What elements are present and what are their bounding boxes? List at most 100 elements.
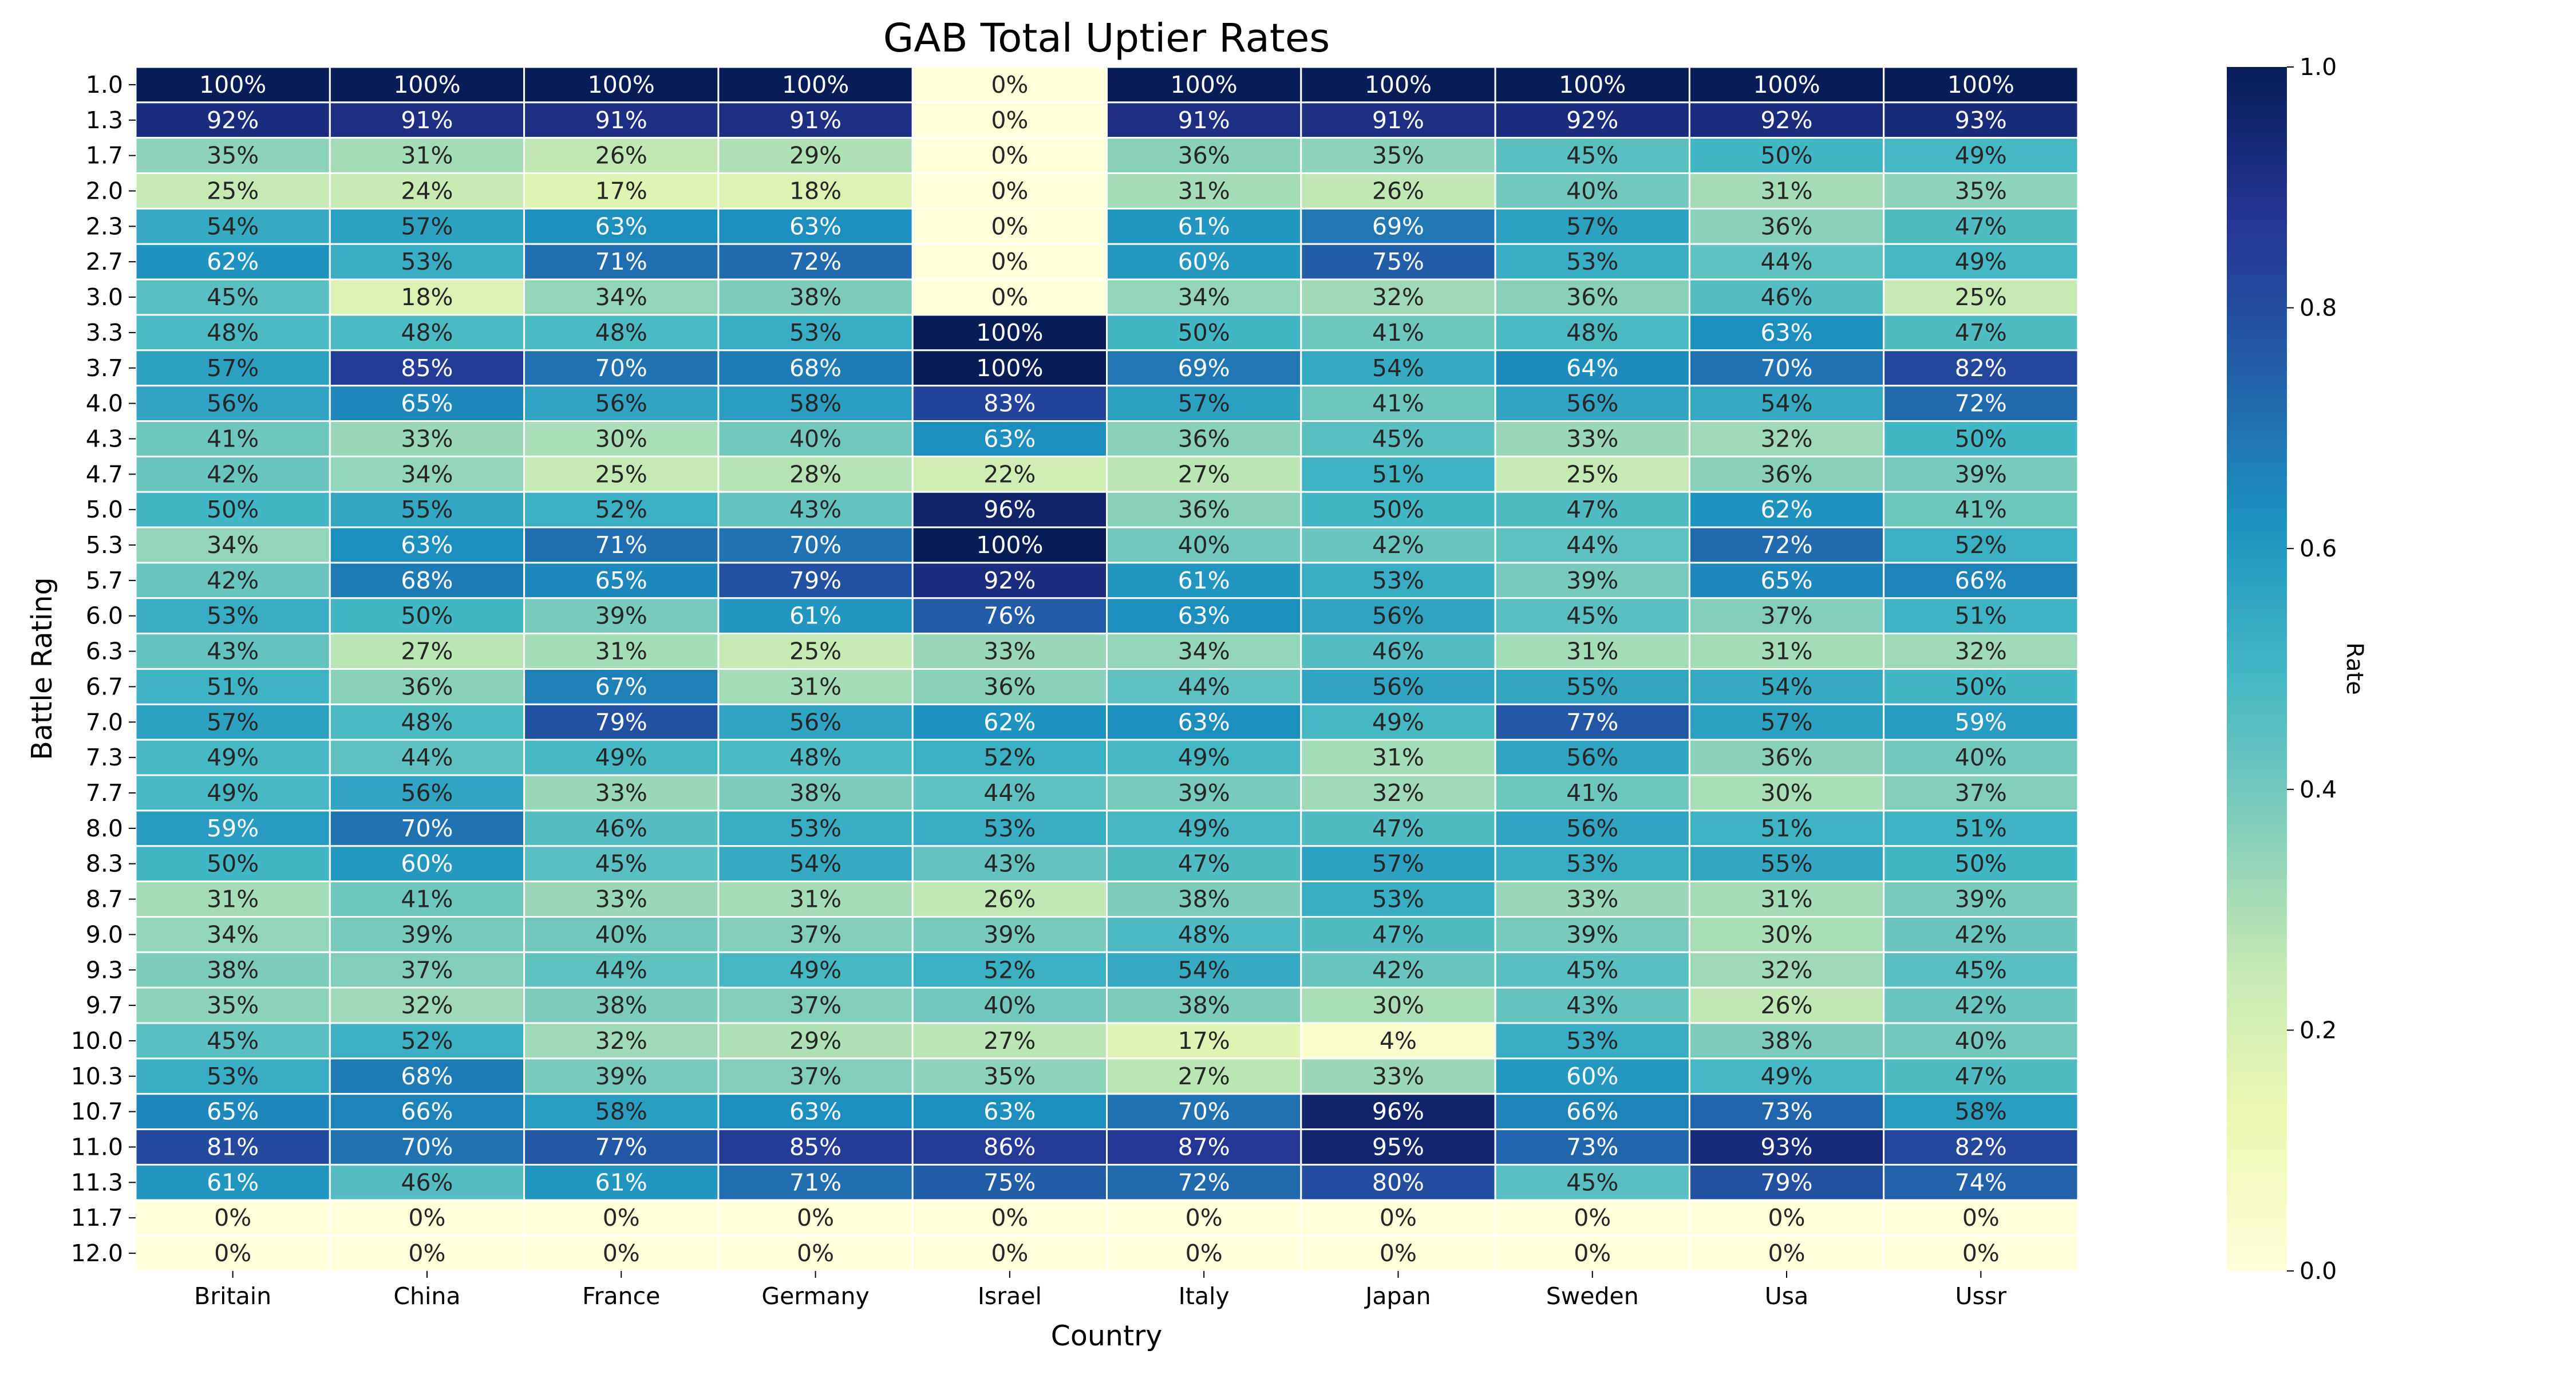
heatmap-cell bbox=[1106, 915, 1302, 953]
cell-value-label: 83% bbox=[983, 390, 1036, 417]
heatmap-cell bbox=[135, 703, 331, 741]
heatmap-cell bbox=[329, 66, 526, 104]
cell-value-label: 92% bbox=[207, 106, 259, 134]
heatmap-cell bbox=[911, 986, 1108, 1024]
y-tick-label: 8.7 bbox=[86, 886, 123, 913]
cell-value-label: 31% bbox=[1566, 638, 1618, 665]
cell-value-label: 70% bbox=[1760, 354, 1812, 382]
heatmap-cell bbox=[911, 314, 1108, 352]
cell-value-label: 54% bbox=[1372, 354, 1424, 382]
cell-value-label: 51% bbox=[1955, 602, 2007, 630]
heatmap-cell bbox=[523, 491, 720, 528]
cell-value-label: 33% bbox=[401, 425, 453, 452]
cell-value-label: 91% bbox=[1372, 106, 1424, 134]
cell-value-label: 36% bbox=[1178, 142, 1230, 169]
heatmap-cell bbox=[135, 526, 331, 564]
heatmap-cell bbox=[1494, 1199, 1690, 1237]
cell-value-label: 46% bbox=[1760, 283, 1812, 311]
heatmap-cell bbox=[1494, 349, 1690, 387]
cell-value-label: 53% bbox=[1566, 1027, 1618, 1055]
cell-value-label: 61% bbox=[207, 1168, 259, 1196]
heatmap-cell bbox=[1494, 1163, 1690, 1201]
heatmap-cell bbox=[1688, 1093, 1885, 1131]
cell-value-label: 50% bbox=[1955, 850, 2007, 878]
cell-value-label: 93% bbox=[1955, 106, 2007, 134]
colorbar: 0.0 0.2 0.4 0.6 0.8 1.0 bbox=[2227, 53, 2337, 1285]
cell-value-label: 50% bbox=[1955, 425, 2007, 452]
cell-value-label: 33% bbox=[1566, 886, 1618, 913]
heatmap-cell bbox=[1106, 455, 1302, 493]
cell-value-label: 39% bbox=[1955, 886, 2007, 913]
cell-value-label: 55% bbox=[1566, 673, 1618, 700]
heatmap-cell bbox=[911, 207, 1108, 245]
y-tick-label: 10.7 bbox=[71, 1098, 123, 1126]
cell-value-label: 27% bbox=[1178, 1063, 1230, 1090]
cell-value-label: 30% bbox=[1760, 779, 1812, 807]
heatmap-cell bbox=[523, 1128, 720, 1166]
cell-value-label: 38% bbox=[207, 956, 259, 984]
colorbar-label: Rate bbox=[2341, 642, 2368, 695]
heatmap-cell bbox=[1688, 207, 1885, 245]
cell-value-label: 72% bbox=[1178, 1168, 1230, 1196]
cell-value-label: 32% bbox=[1372, 283, 1424, 311]
cell-value-label: 28% bbox=[789, 460, 841, 488]
cell-value-label: 57% bbox=[1178, 390, 1230, 417]
y-tick-label: 7.3 bbox=[86, 744, 123, 771]
heatmap-cell bbox=[911, 739, 1108, 776]
cell-value-label: 25% bbox=[789, 638, 841, 665]
y-tick-label: 3.0 bbox=[86, 283, 123, 311]
cell-value-label: 27% bbox=[1178, 460, 1230, 488]
cell-value-label: 91% bbox=[1178, 106, 1230, 134]
heatmap-cell bbox=[1300, 137, 1496, 175]
cell-value-label: 4% bbox=[1380, 1027, 1417, 1055]
y-tick-label: 4.3 bbox=[86, 425, 123, 452]
heatmap-cell bbox=[1300, 101, 1496, 139]
cell-value-label: 33% bbox=[1372, 1063, 1424, 1090]
cell-value-label: 47% bbox=[1372, 921, 1424, 948]
cell-value-label: 39% bbox=[1178, 779, 1230, 807]
cell-value-label: 49% bbox=[789, 956, 841, 984]
cell-value-label: 40% bbox=[1178, 531, 1230, 559]
cell-value-label: 100% bbox=[1559, 71, 1626, 98]
cell-value-label: 100% bbox=[1947, 71, 2014, 98]
cell-value-label: 48% bbox=[1178, 921, 1230, 948]
heatmap-cell bbox=[329, 703, 526, 741]
cell-value-label: 47% bbox=[1372, 815, 1424, 842]
cell-value-label: 96% bbox=[1372, 1098, 1424, 1126]
cell-value-label: 0% bbox=[1768, 1239, 1805, 1267]
y-tick-label: 3.3 bbox=[86, 319, 123, 346]
cell-value-label: 70% bbox=[1178, 1098, 1230, 1126]
heatmap-cell bbox=[1300, 207, 1496, 245]
cell-value-label: 18% bbox=[789, 177, 841, 204]
cell-value-label: 49% bbox=[595, 744, 647, 771]
cell-value-label: 52% bbox=[595, 496, 647, 523]
cell-value-label: 36% bbox=[1566, 283, 1618, 311]
cell-value-label: 82% bbox=[1955, 1134, 2007, 1161]
cell-value-label: 63% bbox=[789, 212, 841, 240]
heatmap-cell bbox=[329, 420, 526, 457]
cell-value-label: 63% bbox=[789, 1098, 841, 1126]
heatmap-cell bbox=[1883, 385, 2079, 423]
heatmap-cell bbox=[1688, 278, 1885, 316]
heatmap-cell bbox=[1883, 774, 2079, 812]
cell-value-label: 37% bbox=[789, 921, 841, 948]
cell-value-label: 41% bbox=[1955, 496, 2007, 523]
cell-value-label: 46% bbox=[1372, 638, 1424, 665]
cell-value-label: 53% bbox=[789, 815, 841, 842]
cell-value-label: 53% bbox=[1566, 248, 1618, 275]
cell-value-label: 87% bbox=[1178, 1134, 1230, 1161]
cell-value-label: 75% bbox=[1372, 248, 1424, 275]
heatmap-cell bbox=[1494, 385, 1690, 423]
cell-value-label: 47% bbox=[1566, 496, 1618, 523]
cell-value-label: 76% bbox=[983, 602, 1036, 630]
cell-value-label: 17% bbox=[595, 177, 647, 204]
heatmap-cell bbox=[1106, 172, 1302, 210]
cell-value-label: 56% bbox=[1566, 815, 1618, 842]
y-axis-ticks: 1.0 1.3 1.7 2.0 2.3 2.7 3.0 3.3 3.7 4.0 4.3 4.7 5.0 5… bbox=[71, 71, 136, 1267]
cell-value-label: 74% bbox=[1955, 1168, 2007, 1196]
heatmap-cell bbox=[1688, 915, 1885, 953]
cell-value-label: 71% bbox=[789, 1168, 841, 1196]
colorbar-gradient bbox=[2227, 67, 2287, 1271]
cell-value-label: 52% bbox=[1955, 531, 2007, 559]
cell-value-label: 31% bbox=[207, 886, 259, 913]
